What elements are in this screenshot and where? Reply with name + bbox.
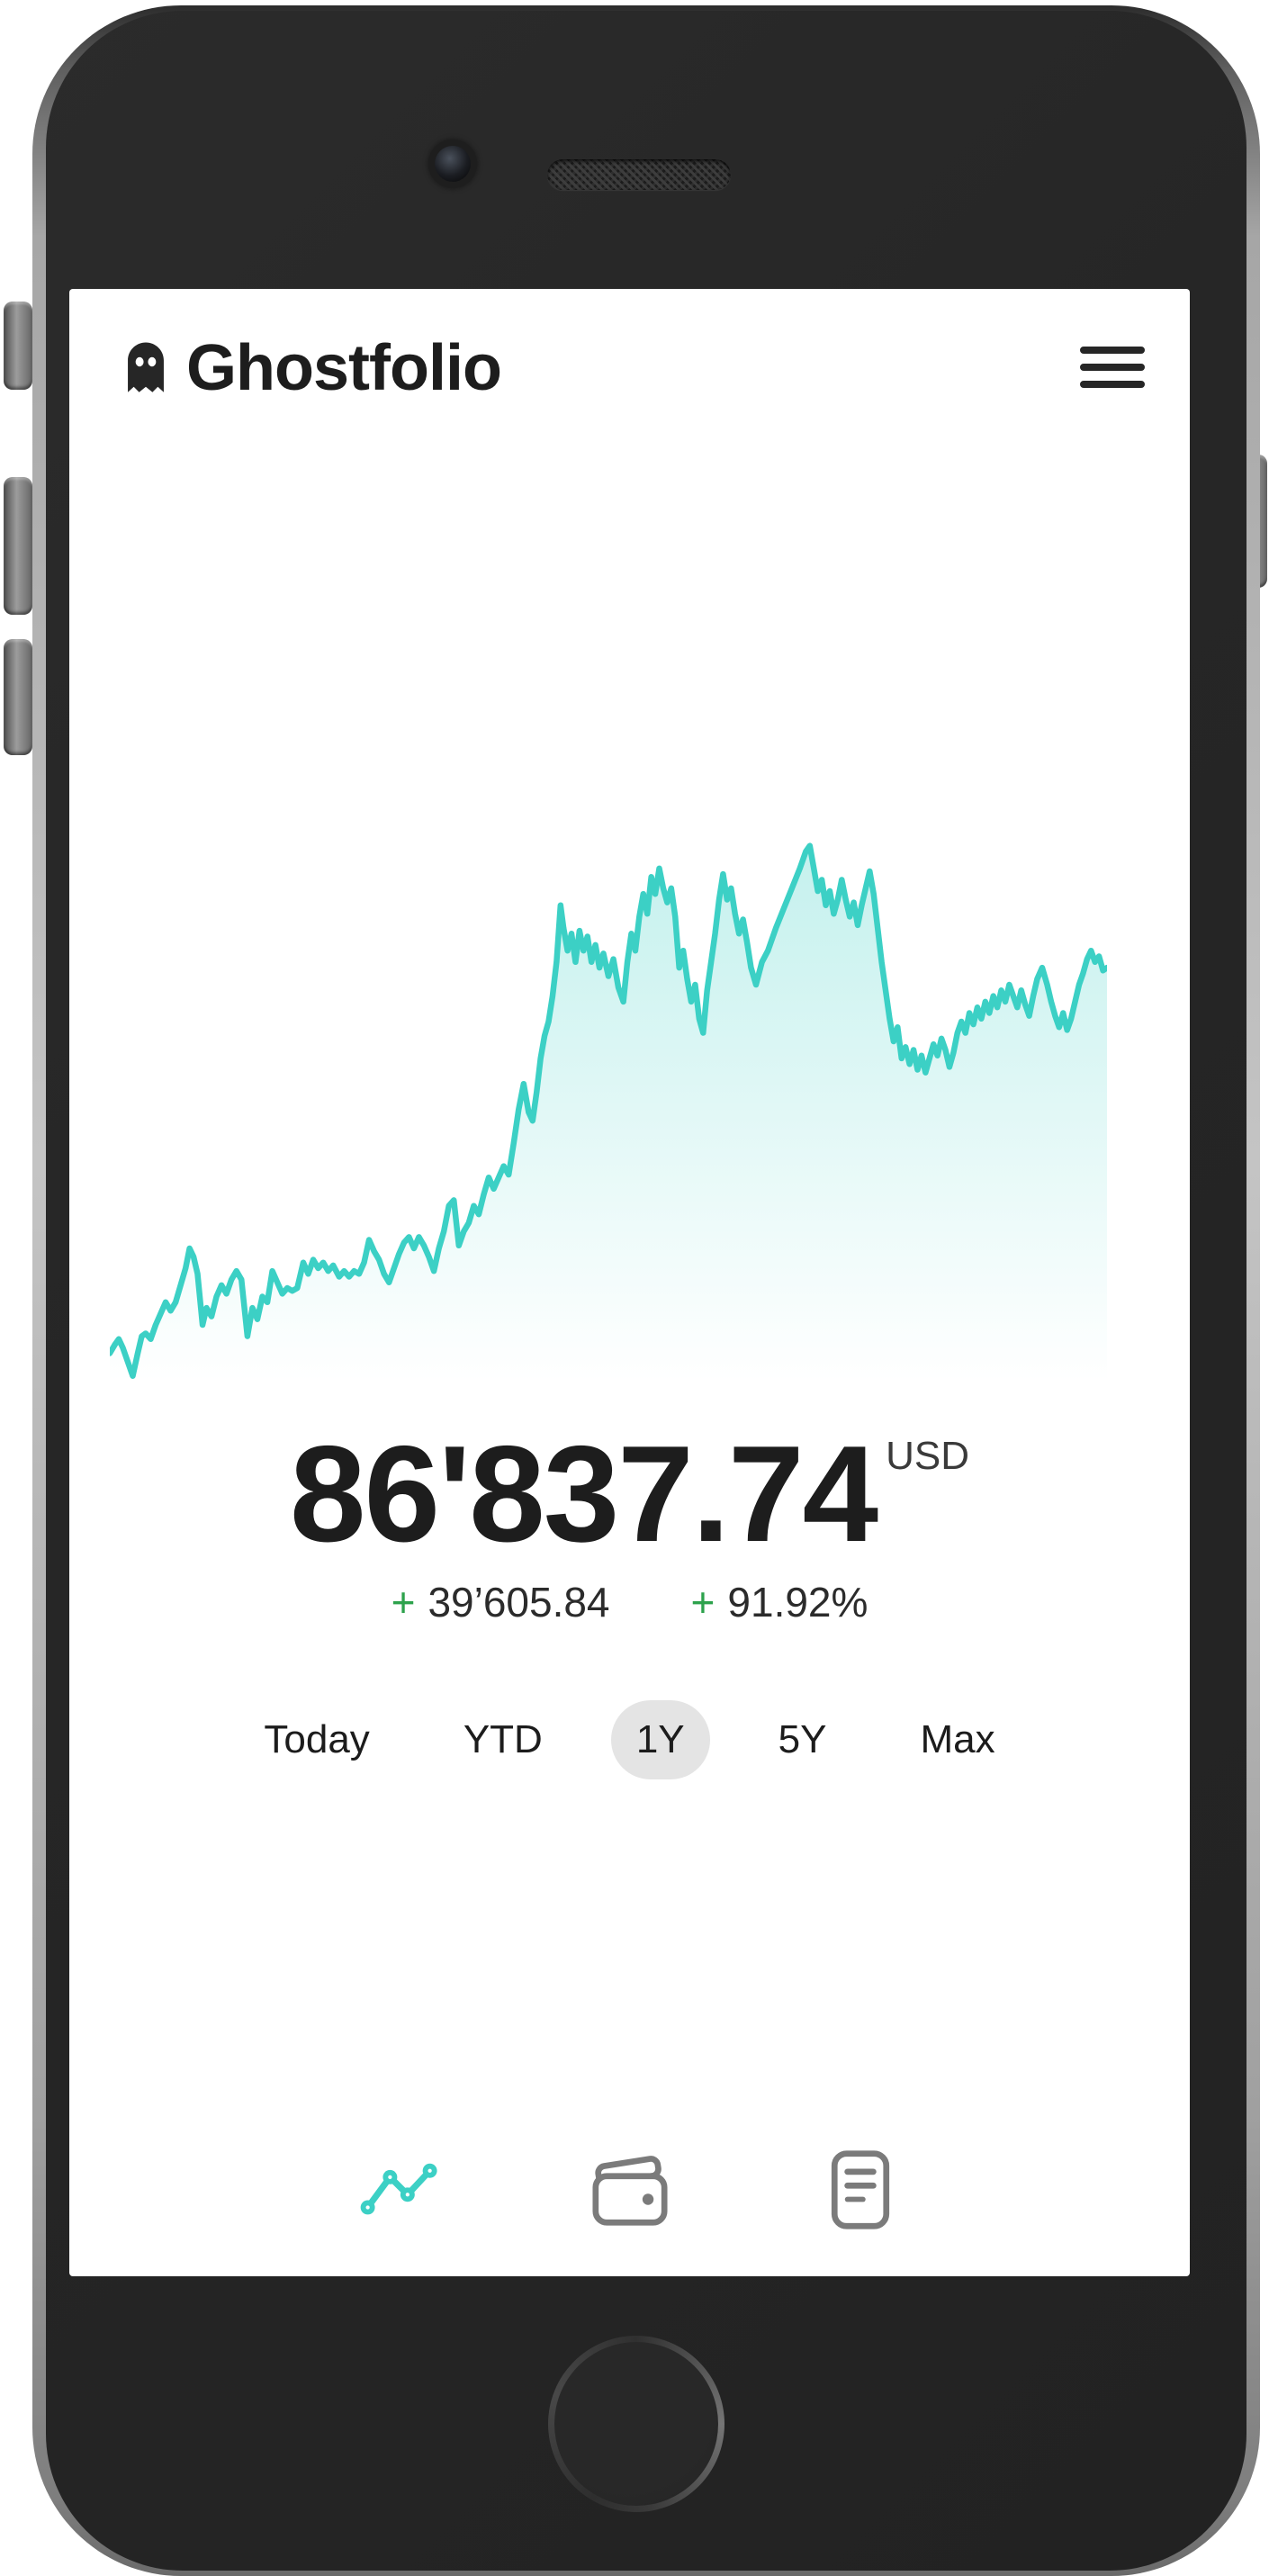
nav-item-activities[interactable] <box>814 2143 907 2237</box>
wallet-icon <box>591 2156 668 2226</box>
absolute-change: + 39’605.84 <box>392 1578 610 1626</box>
app-header: Ghostfolio <box>69 289 1190 424</box>
mute-switch <box>4 302 32 390</box>
currency-label: USD <box>886 1434 970 1478</box>
nav-item-accounts[interactable] <box>583 2143 677 2237</box>
date-range-selector: Today YTD 1Y 5Y Max <box>69 1700 1190 1779</box>
range-button-max[interactable]: Max <box>895 1700 1020 1779</box>
range-button-1y[interactable]: 1Y <box>610 1700 710 1779</box>
app-logo: Ghostfolio <box>120 332 502 404</box>
performance-chart-svg <box>110 815 1107 1382</box>
range-button-today[interactable]: Today <box>238 1700 394 1779</box>
bottom-navigation <box>69 2143 1190 2237</box>
portfolio-total-value: 86'837.74 <box>289 1418 878 1571</box>
volume-down-button <box>4 639 32 755</box>
percent-change-value: 91.92% <box>727 1579 868 1626</box>
plus-sign: + <box>690 1579 716 1626</box>
hamburger-bar <box>1080 347 1145 354</box>
ghost-icon <box>128 342 164 392</box>
percent-change: + 91.92% <box>691 1578 868 1626</box>
range-button-5y[interactable]: 5Y <box>753 1700 852 1779</box>
line-chart-icon <box>360 2163 437 2215</box>
earpiece-speaker <box>547 159 731 190</box>
hamburger-menu-icon[interactable] <box>1062 332 1163 402</box>
change-row: + 39’605.84 + 91.92% <box>69 1578 1190 1626</box>
range-button-ytd[interactable]: YTD <box>438 1700 568 1779</box>
app-screen: Ghostfolio 86'837.74 USD + 39’605.84 + 9… <box>69 289 1190 2276</box>
front-camera <box>435 146 471 182</box>
home-button <box>548 2336 724 2512</box>
absolute-change-value: 39’605.84 <box>428 1579 610 1626</box>
hamburger-bar <box>1080 364 1145 371</box>
volume-up-button <box>4 477 32 615</box>
performance-chart[interactable] <box>110 815 1107 1382</box>
portfolio-value-row: 86'837.74 USD <box>69 1419 1190 1570</box>
list-document-icon <box>831 2150 889 2229</box>
page-title: Ghostfolio <box>186 332 502 404</box>
nav-item-overview[interactable] <box>353 2143 446 2237</box>
hamburger-bar <box>1080 381 1145 388</box>
plus-sign: + <box>391 1579 416 1626</box>
